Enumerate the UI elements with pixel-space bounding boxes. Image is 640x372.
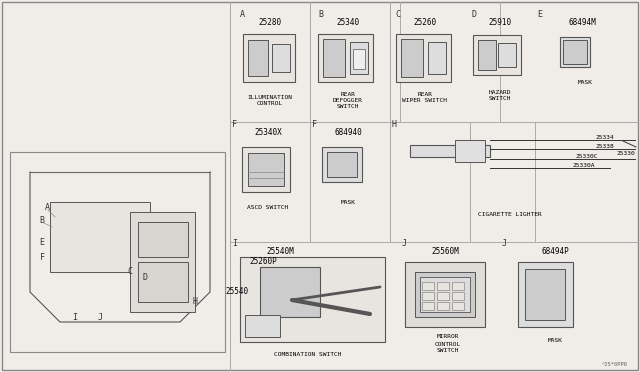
Text: F: F bbox=[312, 119, 317, 128]
Text: WIPER SWITCH: WIPER SWITCH bbox=[403, 97, 447, 103]
FancyBboxPatch shape bbox=[498, 43, 516, 67]
FancyBboxPatch shape bbox=[560, 37, 590, 67]
FancyBboxPatch shape bbox=[138, 262, 188, 302]
Text: CIGARETTE LIGHTER: CIGARETTE LIGHTER bbox=[478, 212, 542, 217]
FancyBboxPatch shape bbox=[437, 292, 449, 300]
Text: 25330A: 25330A bbox=[572, 163, 595, 167]
FancyBboxPatch shape bbox=[473, 35, 521, 75]
Text: J: J bbox=[502, 240, 507, 248]
Circle shape bbox=[398, 139, 422, 163]
Text: E: E bbox=[40, 237, 45, 247]
Text: 25340X: 25340X bbox=[254, 128, 282, 137]
FancyBboxPatch shape bbox=[130, 212, 195, 312]
Text: 684940: 684940 bbox=[334, 128, 362, 137]
FancyBboxPatch shape bbox=[138, 222, 188, 257]
FancyBboxPatch shape bbox=[242, 147, 290, 192]
Text: 25280: 25280 bbox=[259, 17, 282, 26]
FancyBboxPatch shape bbox=[428, 42, 446, 74]
Text: REAR: REAR bbox=[417, 92, 433, 96]
Text: SWITCH: SWITCH bbox=[436, 349, 460, 353]
FancyBboxPatch shape bbox=[518, 262, 573, 327]
Text: D: D bbox=[143, 273, 147, 282]
Text: A: A bbox=[45, 202, 49, 212]
FancyBboxPatch shape bbox=[10, 152, 225, 352]
Text: C: C bbox=[127, 267, 132, 276]
Text: H: H bbox=[193, 298, 198, 307]
FancyBboxPatch shape bbox=[260, 267, 320, 317]
Text: 25334: 25334 bbox=[595, 135, 614, 140]
FancyBboxPatch shape bbox=[410, 145, 490, 157]
FancyBboxPatch shape bbox=[248, 40, 268, 76]
FancyBboxPatch shape bbox=[327, 152, 357, 177]
Text: C: C bbox=[395, 10, 400, 19]
Text: B: B bbox=[40, 215, 45, 224]
FancyBboxPatch shape bbox=[50, 202, 150, 272]
Text: I: I bbox=[72, 312, 77, 321]
Text: I: I bbox=[232, 240, 237, 248]
FancyBboxPatch shape bbox=[243, 34, 295, 82]
FancyBboxPatch shape bbox=[437, 302, 449, 310]
FancyBboxPatch shape bbox=[452, 302, 464, 310]
Text: ILLUMINATION: ILLUMINATION bbox=[248, 94, 292, 99]
FancyBboxPatch shape bbox=[272, 44, 290, 72]
Text: 25260: 25260 bbox=[413, 17, 436, 26]
FancyBboxPatch shape bbox=[452, 292, 464, 300]
FancyBboxPatch shape bbox=[478, 40, 496, 70]
Text: J: J bbox=[402, 240, 407, 248]
FancyBboxPatch shape bbox=[350, 42, 368, 74]
FancyBboxPatch shape bbox=[401, 39, 423, 77]
Text: COMBINATION SWITCH: COMBINATION SWITCH bbox=[275, 352, 342, 356]
Text: 68494P: 68494P bbox=[541, 247, 569, 257]
Text: 25540: 25540 bbox=[225, 288, 248, 296]
Text: 25260P: 25260P bbox=[249, 257, 277, 266]
FancyBboxPatch shape bbox=[452, 282, 464, 290]
FancyBboxPatch shape bbox=[323, 39, 345, 77]
FancyBboxPatch shape bbox=[420, 277, 470, 312]
Text: H: H bbox=[392, 119, 397, 128]
Text: D: D bbox=[472, 10, 477, 19]
Text: ^25*0PP6: ^25*0PP6 bbox=[602, 362, 628, 366]
FancyBboxPatch shape bbox=[437, 282, 449, 290]
Text: 25330: 25330 bbox=[616, 151, 635, 155]
FancyBboxPatch shape bbox=[422, 282, 434, 290]
Text: MIRROR: MIRROR bbox=[436, 334, 460, 340]
Text: 25910: 25910 bbox=[488, 17, 511, 26]
FancyBboxPatch shape bbox=[405, 262, 485, 327]
Text: DEFOGGER: DEFOGGER bbox=[333, 97, 363, 103]
FancyBboxPatch shape bbox=[353, 49, 365, 69]
Text: SWITCH: SWITCH bbox=[337, 103, 359, 109]
Text: 25540M: 25540M bbox=[266, 247, 294, 257]
Text: SWITCH: SWITCH bbox=[489, 96, 511, 100]
FancyBboxPatch shape bbox=[322, 147, 362, 182]
Text: CONTROL: CONTROL bbox=[435, 341, 461, 346]
Text: MASK: MASK bbox=[577, 80, 593, 84]
Text: REAR: REAR bbox=[340, 92, 355, 96]
Text: E: E bbox=[537, 10, 542, 19]
Text: 25338: 25338 bbox=[595, 144, 614, 148]
FancyBboxPatch shape bbox=[455, 140, 485, 162]
Text: F: F bbox=[232, 119, 237, 128]
Text: 25330C: 25330C bbox=[575, 154, 598, 158]
FancyBboxPatch shape bbox=[248, 153, 284, 186]
FancyBboxPatch shape bbox=[422, 302, 434, 310]
FancyBboxPatch shape bbox=[396, 34, 451, 82]
Text: MASK: MASK bbox=[547, 337, 563, 343]
Text: 68494M: 68494M bbox=[568, 17, 596, 26]
Text: 25340: 25340 bbox=[337, 17, 360, 26]
Ellipse shape bbox=[77, 269, 102, 285]
FancyBboxPatch shape bbox=[422, 292, 434, 300]
Text: F: F bbox=[40, 253, 45, 262]
Circle shape bbox=[248, 282, 292, 326]
Circle shape bbox=[402, 143, 418, 159]
Text: A: A bbox=[240, 10, 245, 19]
FancyBboxPatch shape bbox=[240, 257, 385, 342]
Text: J: J bbox=[97, 312, 102, 321]
Text: B: B bbox=[318, 10, 323, 19]
FancyBboxPatch shape bbox=[318, 34, 373, 82]
Text: 25560M: 25560M bbox=[431, 247, 459, 257]
Text: HAZARD: HAZARD bbox=[489, 90, 511, 94]
FancyBboxPatch shape bbox=[245, 315, 280, 337]
FancyBboxPatch shape bbox=[563, 40, 587, 64]
Text: MASK: MASK bbox=[340, 199, 355, 205]
